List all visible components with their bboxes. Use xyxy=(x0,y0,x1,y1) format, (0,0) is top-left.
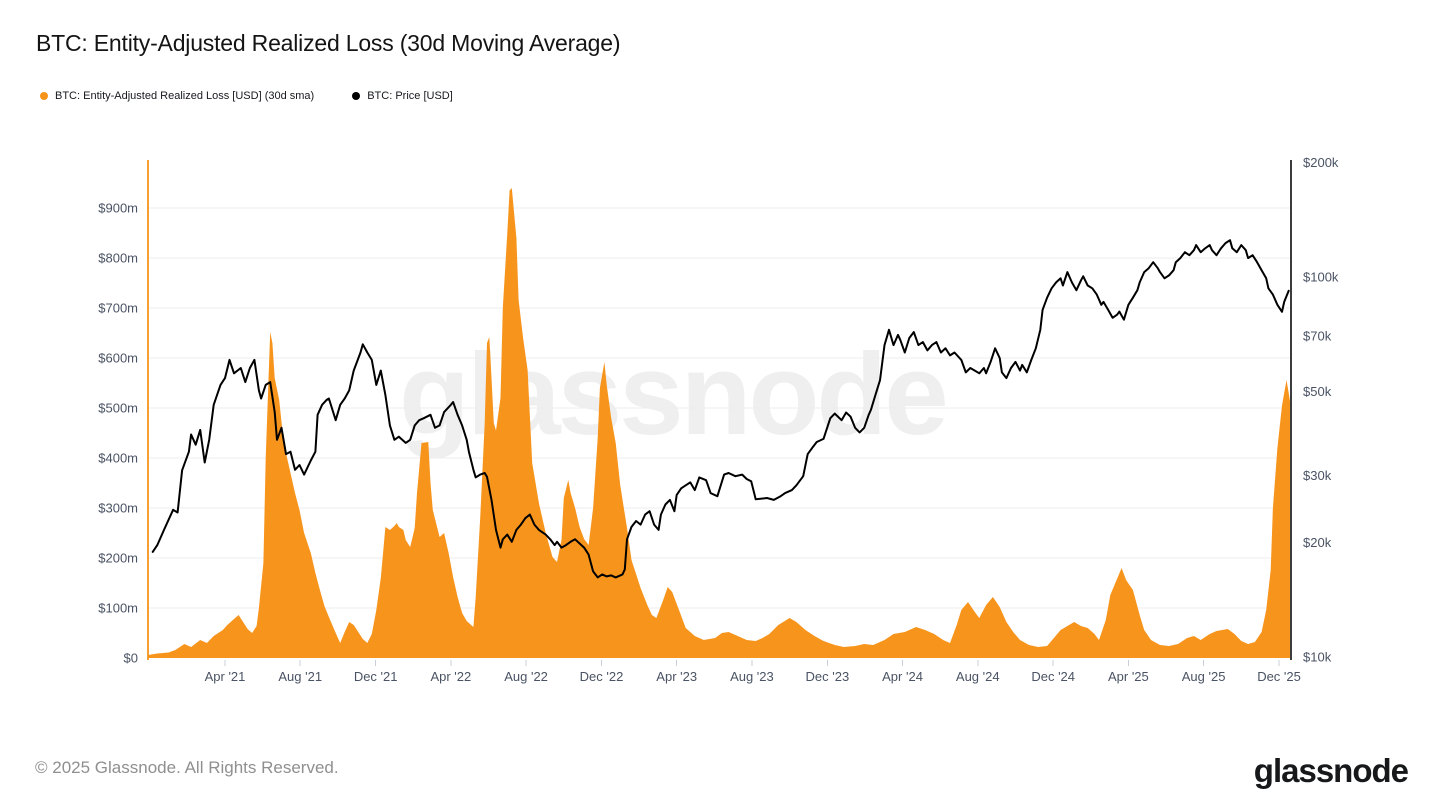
x-tick-label: Aug '21 xyxy=(278,669,322,684)
glassnode-logo: glassnode xyxy=(1253,752,1409,789)
y-right-tick-label: $100k xyxy=(1303,270,1339,285)
legend-item-realized-loss[interactable]: BTC: Entity-Adjusted Realized Loss [USD]… xyxy=(40,90,314,102)
x-tick-label: Dec '23 xyxy=(806,669,850,684)
footer-copyright: © 2025 Glassnode. All Rights Reserved. xyxy=(35,758,339,777)
x-tick-label: Aug '22 xyxy=(504,669,548,684)
y-right-tick-label: $20k xyxy=(1303,535,1332,550)
y-right-tick-label: $10k xyxy=(1303,650,1332,665)
x-tick-label: Apr '21 xyxy=(205,669,246,684)
y-left-tick-label: $0 xyxy=(124,651,138,666)
y-left-tick-label: $700m xyxy=(98,301,138,316)
y-left-tick-label: $900m xyxy=(98,201,138,216)
legend-label-price: BTC: Price [USD] xyxy=(367,90,453,102)
chart-title: BTC: Entity-Adjusted Realized Loss (30d … xyxy=(36,30,621,56)
x-tick-label: Aug '23 xyxy=(730,669,774,684)
y-right-tick-label: $70k xyxy=(1303,328,1332,343)
y-right-tick-label: $50k xyxy=(1303,384,1332,399)
y-right-tick-label: $200k xyxy=(1303,155,1339,170)
y-left-tick-label: $200m xyxy=(98,551,138,566)
price-line xyxy=(151,239,1290,579)
y-right-tick-label: $30k xyxy=(1303,468,1332,483)
legend-dot-icon xyxy=(40,92,48,100)
x-tick-label: Aug '25 xyxy=(1182,669,1226,684)
legend: BTC: Entity-Adjusted Realized Loss [USD]… xyxy=(40,90,453,102)
y-left-tick-label: $500m xyxy=(98,401,138,416)
legend-dot-icon xyxy=(352,92,361,100)
y-left-tick-label: $100m xyxy=(98,601,138,616)
x-tick-label: Dec '21 xyxy=(354,669,398,684)
x-tick-label: Apr '23 xyxy=(656,669,697,684)
x-tick-label: Dec '25 xyxy=(1257,669,1301,684)
x-tick-label: Apr '22 xyxy=(430,669,471,684)
legend-label-realized-loss: BTC: Entity-Adjusted Realized Loss [USD]… xyxy=(55,90,315,102)
y-left-tick-label: $400m xyxy=(98,451,138,466)
x-tick-label: Apr '24 xyxy=(882,669,923,684)
x-tick-label: Dec '22 xyxy=(580,669,624,684)
x-tick-label: Aug '24 xyxy=(956,669,1000,684)
y-left-tick-label: $300m xyxy=(98,501,138,516)
y-left-tick-label: $800m xyxy=(98,251,138,266)
x-tick-label: Apr '25 xyxy=(1108,669,1149,684)
realized-loss-area xyxy=(148,188,1292,658)
y-left-tick-label: $600m xyxy=(98,351,138,366)
legend-item-price[interactable]: BTC: Price [USD] xyxy=(352,90,453,102)
x-tick-label: Dec '24 xyxy=(1031,669,1075,684)
